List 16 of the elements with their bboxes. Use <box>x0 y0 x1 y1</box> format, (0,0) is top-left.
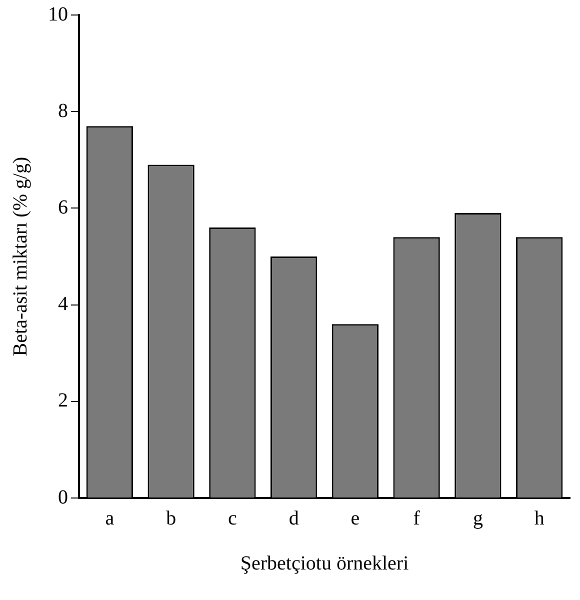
x-tick-label: d <box>288 507 299 530</box>
y-tick-label: 4 <box>58 293 68 316</box>
x-tick-label: e <box>350 507 360 530</box>
y-tick-label: 8 <box>58 100 68 122</box>
x-tick-label: a <box>105 507 114 530</box>
x-axis-title: Şerbetçiotu örnekleri <box>240 552 410 574</box>
y-tick-label: 6 <box>58 196 68 218</box>
x-tick-label: f <box>413 507 420 530</box>
y-tick-label: 0 <box>58 486 68 508</box>
y-tick-label: 10 <box>48 3 68 26</box>
x-tick-label: b <box>166 507 176 530</box>
x-tick-label: g <box>472 507 483 530</box>
y-axis-title: Beta-asit miktarı (% g/g) <box>9 156 32 356</box>
x-tick-label: c <box>228 507 237 530</box>
y-tick-label: 2 <box>58 390 68 412</box>
x-tick-label: h <box>534 507 544 530</box>
